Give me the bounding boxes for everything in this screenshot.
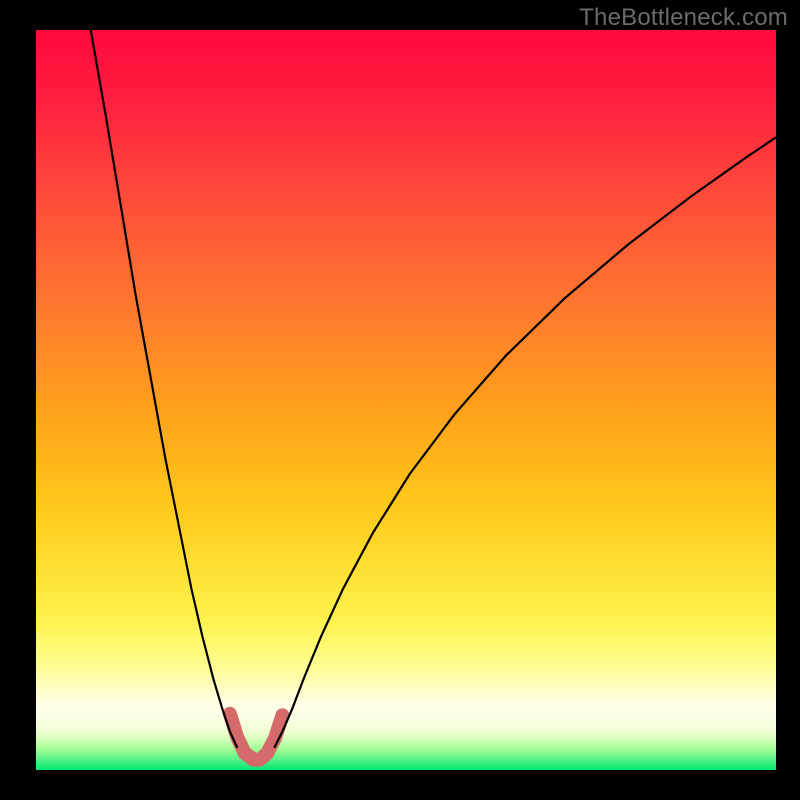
bottleneck-curve <box>36 30 776 770</box>
curve-left-branch <box>91 30 238 748</box>
plot-area <box>36 30 776 770</box>
curve-right-branch <box>274 137 776 748</box>
chart-root: TheBottleneck.com <box>0 0 800 800</box>
watermark-text: TheBottleneck.com <box>579 4 788 32</box>
trough-highlight <box>230 714 283 760</box>
